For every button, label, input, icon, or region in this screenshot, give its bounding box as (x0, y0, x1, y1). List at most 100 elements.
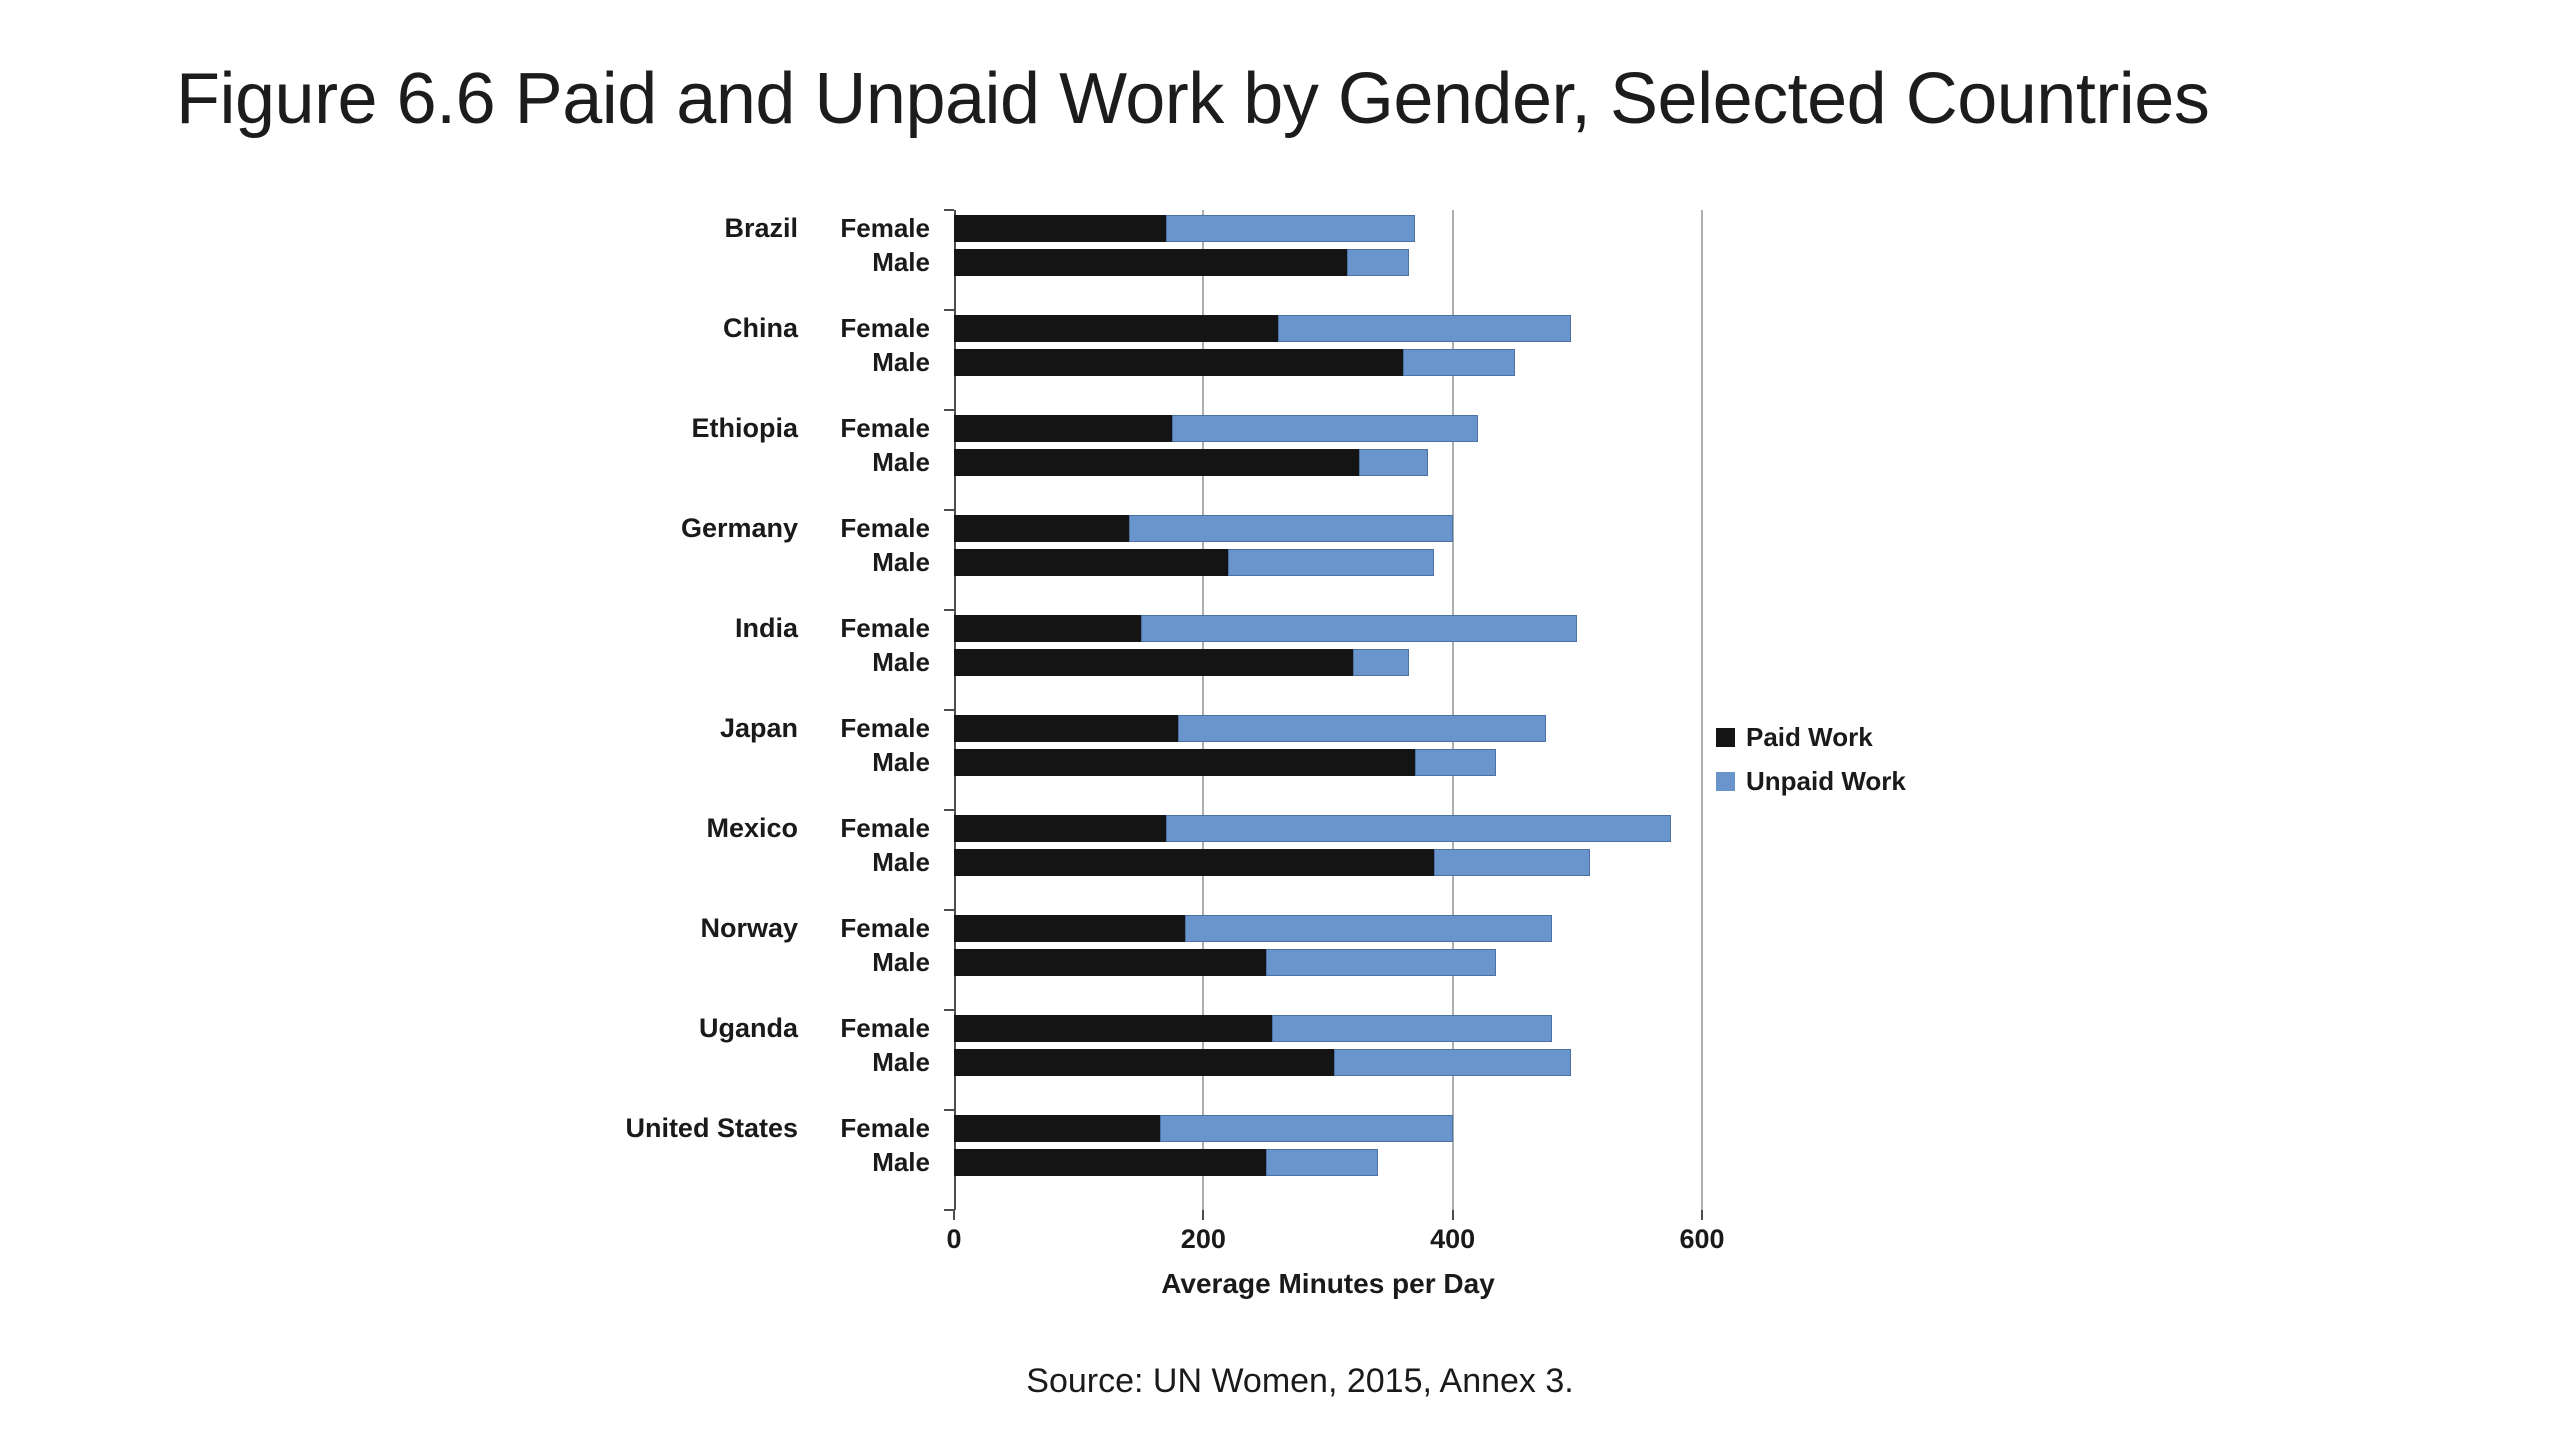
unpaid-work-bar-segment (1141, 615, 1578, 642)
x-axis-title: Average Minutes per Day (1161, 1268, 1495, 1299)
country-bar-rows: Female Male (824, 210, 1702, 310)
unpaid-work-bar-segment (1265, 1149, 1378, 1176)
paid-work-bar-segment (954, 215, 1166, 242)
unpaid-work-bar-segment (1172, 415, 1478, 442)
x-axis-tick-labels: 0 200 400 600 (946, 1224, 1724, 1258)
paid-work-bar-segment (954, 1049, 1335, 1076)
country-group: Ethiopia Female Male (564, 410, 1702, 510)
unpaid-work-bar-segment (1271, 1015, 1553, 1042)
bar-track (954, 249, 1702, 276)
vertical-gridline (1701, 210, 1703, 1210)
bar-row: Female (824, 215, 1702, 242)
unpaid-work-bar-segment (1178, 715, 1547, 742)
category-axis-line (954, 210, 956, 1210)
bar-row: Female (824, 515, 1702, 542)
bar-row: Male (824, 1149, 1702, 1176)
bar-row: Male (824, 249, 1702, 276)
bar-row: Female (824, 715, 1702, 742)
gender-label: Female (840, 713, 930, 743)
gender-label: Female (840, 213, 930, 243)
country-bar-rows: Female Male (824, 310, 1702, 410)
x-axis-tick-mark (1451, 1210, 1454, 1220)
gender-label: Female (840, 813, 930, 843)
bar-row: Female (824, 1015, 1702, 1042)
y-axis-tick-mark (944, 409, 954, 411)
unpaid-work-bar-segment (1352, 649, 1410, 676)
y-axis-tick-mark (944, 1109, 954, 1111)
bar-track (954, 649, 1702, 676)
x-axis-tick-label: 200 (1180, 1224, 1226, 1254)
country-bar-rows: Female Male (824, 410, 1702, 510)
gender-label: Female (840, 513, 930, 543)
gender-label: Female (840, 613, 930, 643)
country-group: Norway Female Male (564, 910, 1702, 1010)
country-group: China Female Male (564, 310, 1702, 410)
source-note: Source: UN Women, 2015, Annex 3. (1026, 1362, 1574, 1400)
bar-track (954, 315, 1702, 342)
unpaid-work-bar-segment (1359, 449, 1428, 476)
unpaid-work-bar-segment (1402, 349, 1515, 376)
legend-label: Unpaid Work (1746, 766, 1906, 796)
unpaid-work-bar-segment (1165, 215, 1416, 242)
country-label: China (722, 313, 798, 343)
unpaid-work-bar-segment (1415, 749, 1497, 776)
country-label: Norway (700, 913, 798, 943)
unpaid-work-bar-segment (1346, 249, 1410, 276)
country-label: Germany (680, 513, 798, 543)
bar-row: Male (824, 349, 1702, 376)
paid-work-bar-segment (954, 815, 1166, 842)
bar-row: Male (824, 449, 1702, 476)
x-axis-tick-mark (1202, 1210, 1205, 1220)
gender-label: Female (840, 313, 930, 343)
chart-legend: Paid Work Unpaid Work (1716, 722, 1906, 810)
country-group: Brazil Female Male (564, 210, 1702, 310)
bar-row: Male (824, 549, 1702, 576)
gender-label: Male (872, 247, 930, 277)
bar-track (954, 215, 1702, 242)
x-axis-tick-mark (1701, 1210, 1703, 1220)
paid-work-bar-segment (954, 249, 1347, 276)
unpaid-work-bar-segment (1433, 849, 1590, 876)
country-label: Uganda (698, 1013, 798, 1043)
unpaid-work-bar-segment (1128, 515, 1453, 542)
country-label: India (734, 613, 798, 643)
legend-swatch (1716, 728, 1735, 747)
unpaid-work-bar-segment (1159, 1115, 1453, 1142)
bar-track (954, 915, 1702, 942)
country-bar-rows: Female Male (824, 910, 1702, 1010)
bar-row: Female (824, 915, 1702, 942)
unpaid-work-bar-segment (1334, 1049, 1572, 1076)
bar-track (954, 949, 1702, 976)
paid-work-bar-segment (954, 615, 1141, 642)
bar-track (954, 715, 1702, 742)
country-bar-rows: Female Male (824, 710, 1702, 810)
bar-track (954, 849, 1702, 876)
unpaid-work-bar-segment (1278, 315, 1572, 342)
country-bar-rows: Female Male (824, 510, 1702, 610)
bar-row: Male (824, 949, 1702, 976)
paid-work-bar-segment (954, 649, 1353, 676)
gender-label: Male (872, 747, 930, 777)
bar-track (954, 1149, 1702, 1176)
legend-swatch (1716, 772, 1735, 791)
y-axis-tick-mark (944, 709, 954, 711)
country-bar-rows: Female Male (824, 610, 1702, 710)
y-axis-tick-mark (944, 309, 954, 311)
bar-track (954, 449, 1702, 476)
bar-track (954, 1015, 1702, 1042)
paid-work-bar-segment (954, 715, 1179, 742)
country-bar-rows: Female Male (824, 810, 1702, 910)
paid-work-bar-segment (954, 515, 1129, 542)
y-axis-tick-mark (944, 509, 954, 511)
country-bar-rows: Female Male (824, 1010, 1702, 1110)
y-axis-tick-mark (944, 809, 954, 811)
paid-work-bar-segment (954, 315, 1279, 342)
bar-row: Female (824, 615, 1702, 642)
paid-work-bar-segment (954, 1149, 1266, 1176)
vertical-gridline (1202, 210, 1205, 1210)
figure-title: Figure 6.6 Paid and Unpaid Work by Gende… (176, 59, 2210, 139)
bar-track (954, 1049, 1702, 1076)
unpaid-work-bar-segment (1228, 549, 1434, 576)
paid-work-bar-segment (954, 549, 1229, 576)
